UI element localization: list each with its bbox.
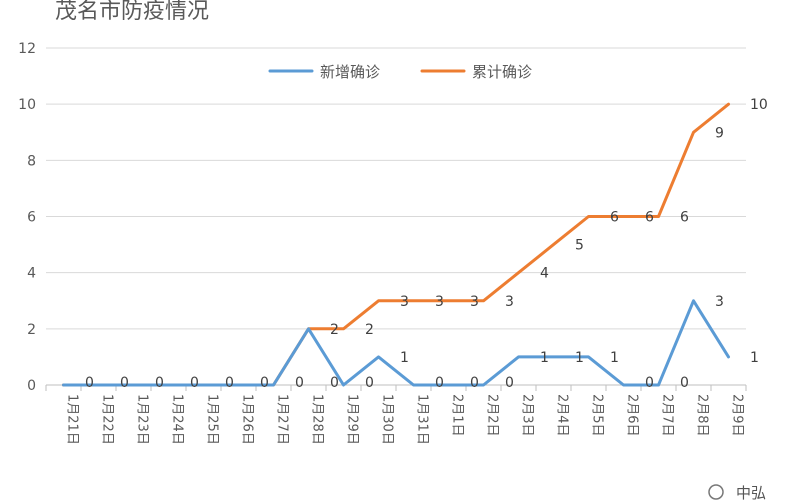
x-tick-label: 2月6日 — [625, 394, 640, 437]
data-label: 10 — [750, 97, 768, 113]
data-label: 0 — [85, 375, 94, 391]
data-label: 0 — [155, 375, 164, 391]
data-label: 0 — [225, 375, 234, 391]
y-tick-label: 6 — [27, 210, 36, 226]
legend: 新增确诊 累计确诊 — [268, 63, 532, 81]
x-tick-label: 1月23日 — [135, 394, 150, 445]
data-label: 0 — [120, 375, 129, 391]
x-tick-label: 1月28日 — [310, 394, 325, 445]
data-label: 1 — [750, 350, 759, 366]
x-tick-label: 1月27日 — [275, 394, 290, 445]
y-tick-label: 4 — [27, 266, 36, 282]
x-tick-label: 1月31日 — [415, 394, 430, 445]
data-label: 3 — [470, 294, 479, 310]
x-axis-ticks: 1月21日 1月22日 1月23日 1月24日 1月25日 1月26日 1月27日 1月28日… — [45, 385, 747, 445]
series-line-新增确诊 — [62, 299, 730, 387]
data-label: 0 — [365, 375, 374, 391]
legend-label: 新增确诊 — [320, 63, 380, 81]
chart-title: 茂名市防疫情况 — [55, 0, 209, 24]
x-tick-label: 2月3日 — [520, 394, 535, 437]
x-tick-label: 2月7日 — [660, 394, 675, 437]
y-axis-ticks: 0 2 4 6 8 10 12 — [18, 41, 36, 394]
x-tick-label: 1月22日 — [100, 394, 115, 445]
data-label: 0 — [645, 375, 654, 391]
data-label: 5 — [575, 238, 584, 254]
data-label: 2 — [330, 322, 339, 338]
x-tick-label: 1月30日 — [380, 394, 395, 445]
watermark: 中弘 — [708, 484, 766, 500]
x-tick-label: 1月29日 — [345, 394, 360, 445]
data-label: 9 — [715, 125, 724, 141]
x-tick-label: 2月5日 — [590, 394, 605, 437]
y-tick-label: 8 — [27, 153, 36, 169]
data-label: 3 — [400, 294, 409, 310]
x-tick-label: 1月26日 — [240, 394, 255, 445]
x-tick-label: 2月2日 — [485, 394, 500, 437]
x-tick-label: 2月4日 — [555, 394, 570, 437]
data-label: 0 — [435, 375, 444, 391]
data-label: 1 — [610, 350, 619, 366]
x-tick-label: 2月8日 — [695, 394, 710, 437]
data-label: 1 — [540, 350, 549, 366]
y-tick-label: 2 — [27, 322, 36, 338]
y-tick-label: 0 — [27, 378, 36, 394]
data-label: 0 — [260, 375, 269, 391]
data-label: 0 — [295, 375, 304, 391]
data-label: 0 — [330, 375, 339, 391]
series-lines — [62, 102, 730, 387]
data-label: 6 — [610, 210, 619, 226]
series-line-累计确诊 — [62, 102, 730, 387]
data-label: 0 — [470, 375, 479, 391]
data-label: 3 — [505, 294, 514, 310]
data-label: 2 — [365, 322, 374, 338]
x-tick-label: 1月25日 — [205, 394, 220, 445]
data-label: 3 — [715, 294, 724, 310]
x-tick-label: 2月1日 — [450, 394, 465, 437]
data-label: 6 — [645, 210, 654, 226]
y-tick-label: 10 — [18, 97, 36, 113]
data-label: 0 — [190, 375, 199, 391]
data-label: 4 — [540, 266, 549, 282]
watermark-logo-icon — [708, 484, 724, 500]
x-tick-label: 1月24日 — [170, 394, 185, 445]
data-label: 0 — [680, 375, 689, 391]
data-label: 0 — [505, 375, 514, 391]
gridlines — [46, 47, 746, 386]
data-label: 6 — [680, 210, 689, 226]
data-label: 1 — [400, 350, 409, 366]
data-label: 3 — [435, 294, 444, 310]
x-tick-label: 1月21日 — [65, 394, 80, 445]
x-tick-label: 2月9日 — [730, 394, 745, 437]
y-tick-label: 12 — [18, 41, 36, 57]
watermark-text: 中弘 — [736, 484, 766, 500]
data-label: 1 — [575, 350, 584, 366]
legend-label: 累计确诊 — [472, 63, 532, 81]
